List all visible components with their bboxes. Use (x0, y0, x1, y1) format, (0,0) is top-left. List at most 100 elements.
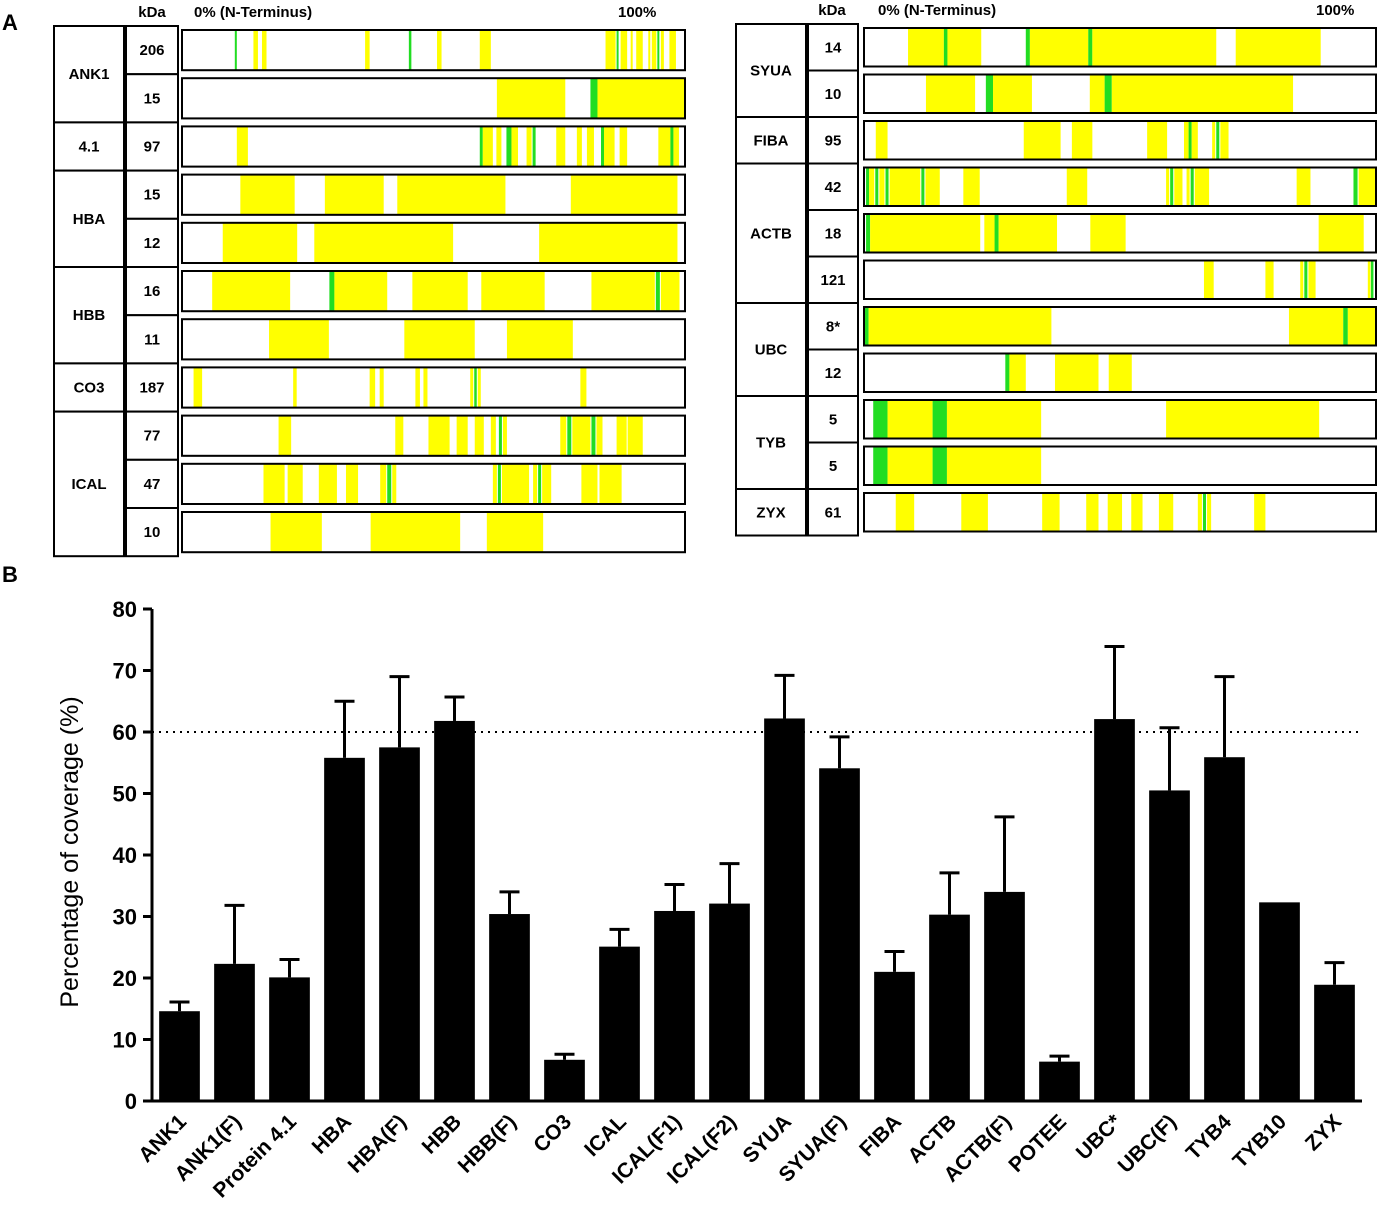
coverage-segment (526, 126, 532, 167)
coverage-segment (428, 415, 450, 456)
coverage-segment (293, 367, 297, 408)
coverage-segment (596, 415, 603, 456)
modification-segment (497, 463, 501, 504)
coverage-segment (869, 167, 875, 206)
modification-segment (590, 78, 598, 119)
modification-segment (873, 400, 888, 439)
coverage-segment (1184, 121, 1189, 160)
coverage-segment (392, 463, 397, 504)
protein-group-41: 4.1 97 (53, 121, 686, 172)
sequence-bar (864, 167, 1376, 206)
coverage-segment (1308, 260, 1316, 299)
coverage-segment (415, 367, 420, 408)
coverage-segment (502, 415, 507, 456)
modification-segment (408, 30, 412, 71)
coverage-segment (1318, 214, 1364, 253)
sequence-bar-outline (181, 77, 686, 120)
coverage-segment (1347, 307, 1375, 346)
panel-b-bar-chart: Percentage of coverage (%) 0 10 20 30 40 50 60… (56, 597, 1362, 1202)
bar-group: ZYX (1301, 961, 1355, 1155)
coverage-segment (581, 463, 598, 504)
coverage-segment (1203, 260, 1214, 299)
sequence-bar-outline (863, 73, 1377, 114)
coverage-segment (486, 512, 544, 553)
coverage-segment (1220, 121, 1229, 160)
protein-name-cell (53, 169, 125, 269)
kda-cell (807, 348, 859, 397)
modification-segment (329, 271, 335, 312)
protein-name-label: HBB (73, 307, 106, 324)
modification-segment (474, 367, 477, 408)
kda-cell (807, 302, 859, 351)
coverage-segment (506, 319, 573, 360)
protein-name-label: ACTB (750, 225, 792, 242)
coverage-segment (597, 78, 684, 119)
protein-name-cell (735, 488, 807, 537)
coverage-segment (369, 367, 376, 408)
coverage-segment (236, 126, 248, 167)
modification-segment (655, 271, 660, 312)
y-tick-label: 70 (113, 659, 137, 684)
coverage-segment (1300, 260, 1304, 299)
sequence-bar-outline (863, 445, 1377, 486)
sequence-bar-outline (863, 120, 1377, 161)
coverage-row: 61 (807, 488, 1377, 537)
modification-segment (506, 126, 512, 167)
coverage-segment (539, 222, 678, 263)
x-tick-label: HBA (308, 1110, 356, 1158)
protein-group-hbb: HBB 16 11 (53, 266, 686, 365)
bar (1259, 902, 1300, 1101)
bar (984, 891, 1025, 1101)
modification-segment (387, 463, 392, 504)
modification-segment (567, 415, 572, 456)
coverage-segment (496, 126, 502, 167)
coverage-segment (908, 28, 944, 67)
x-tick-label: ZYX (1301, 1110, 1346, 1155)
coverage-segment (314, 222, 454, 263)
sequence-bar-outline (181, 125, 686, 168)
kda-cell (125, 410, 179, 461)
y-axis-label: Percentage of coverage (%) (56, 696, 84, 1007)
coverage-row: 14 (807, 23, 1377, 72)
coverage-segment (1108, 353, 1132, 392)
coverage-segment (511, 126, 519, 167)
sequence-bar (864, 260, 1376, 299)
x-tick-label: ICAL (580, 1110, 631, 1161)
bar (819, 768, 860, 1101)
coverage-segment (1158, 493, 1174, 532)
coverage-segment (365, 30, 370, 71)
bar (1039, 1061, 1080, 1101)
kda-value: 47 (144, 476, 161, 493)
coverage-segment (895, 493, 915, 532)
coverage-segment (278, 415, 292, 456)
modification-segment (1104, 74, 1112, 113)
kda-cell (125, 507, 179, 558)
coverage-segment (474, 415, 484, 456)
coverage-row: 11 (125, 314, 686, 365)
coverage-segment (1197, 493, 1202, 532)
sequence-bar-outline (863, 27, 1377, 68)
kda-value: 5 (829, 411, 837, 428)
bar (269, 977, 310, 1101)
kda-value: 12 (144, 235, 161, 252)
kda-header: kDa (138, 4, 166, 21)
sequence-bar-outline (863, 213, 1377, 254)
kda-value: 8* (826, 318, 840, 335)
coverage-segment (1090, 214, 1126, 253)
y-tick-label: 40 (113, 843, 137, 868)
protein-group-ubc: UBC 8* 12 (735, 302, 1377, 397)
bar-group: ANK1 (134, 1000, 200, 1167)
kda-cell (125, 458, 179, 509)
coverage-segment (1194, 167, 1210, 206)
coverage-row: 12 (807, 348, 1377, 397)
modification-segment (616, 30, 619, 71)
modification-segment (600, 126, 605, 167)
coverage-segment (437, 30, 442, 71)
coverage-segment (868, 307, 1052, 346)
protein-group-co3: CO3 187 (53, 362, 686, 413)
bar (929, 914, 970, 1101)
kda-value: 15 (144, 187, 161, 204)
coverage-segment (963, 167, 980, 206)
coverage-segment (496, 78, 566, 119)
sequence-bar-outline (181, 270, 686, 313)
